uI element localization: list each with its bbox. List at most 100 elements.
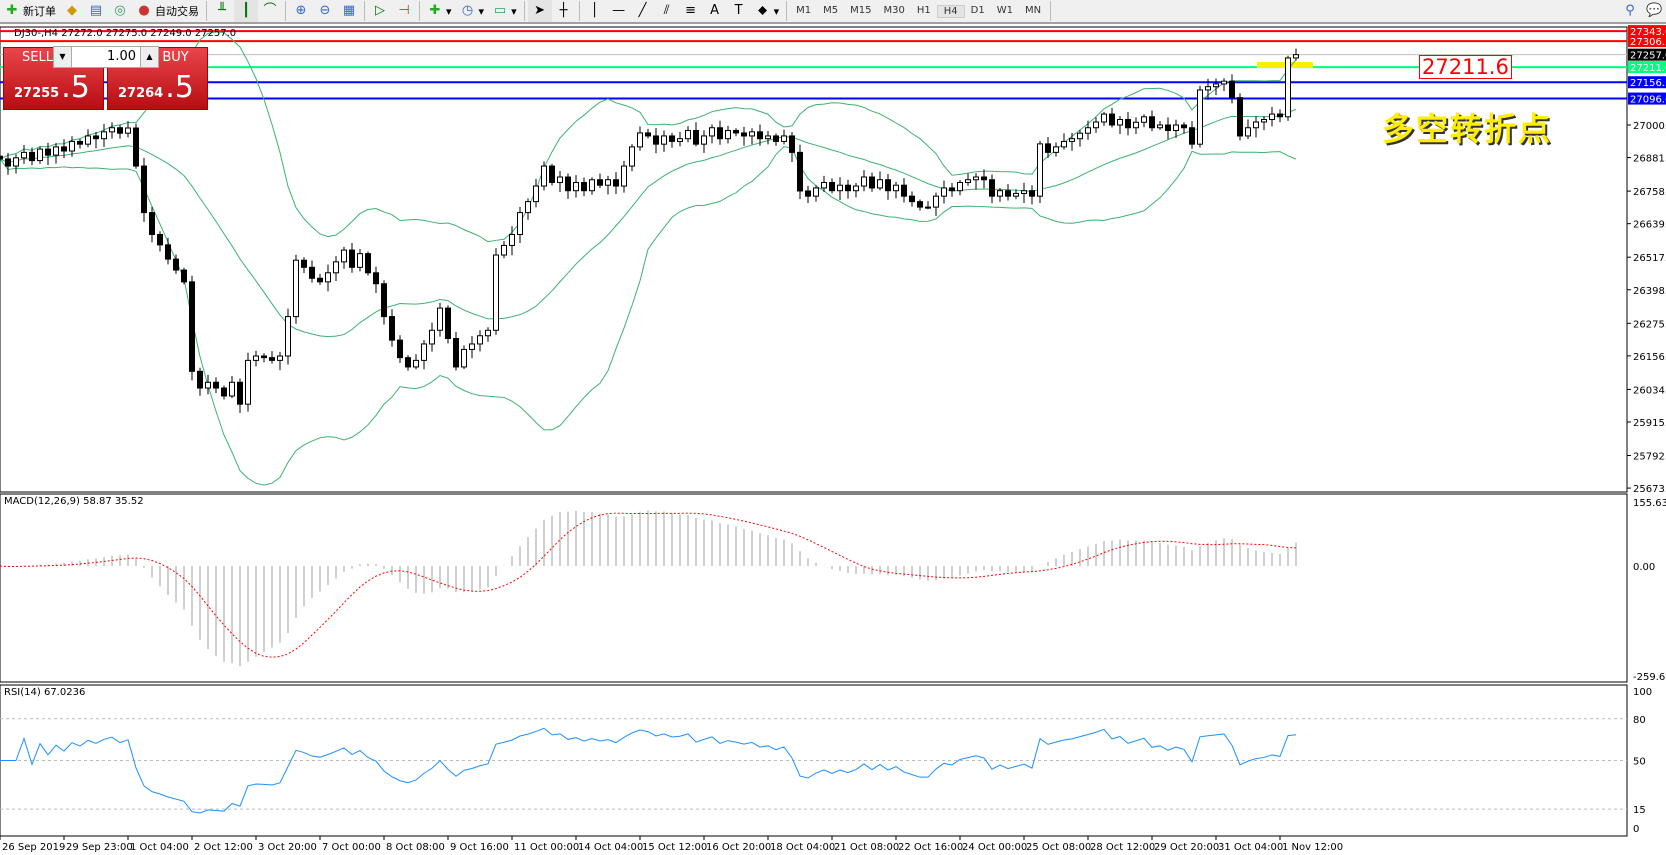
- candle: [0, 154, 3, 162]
- level-price-label: 27156.3: [1630, 78, 1666, 89]
- candle-body: [797, 151, 803, 192]
- candle-body: [229, 381, 235, 397]
- periods-button[interactable]: ◷ ▾: [456, 0, 489, 22]
- candle: [893, 181, 899, 199]
- candle: [381, 280, 387, 325]
- search-button[interactable]: ⚲: [1618, 0, 1642, 22]
- timeframe-m30[interactable]: M30: [883, 4, 905, 16]
- auto-trading-button[interactable]: ● 自动交易: [132, 0, 203, 22]
- text-tool[interactable]: A: [703, 0, 727, 22]
- candle-body: [53, 146, 59, 156]
- chart-shift-button[interactable]: ⊣: [392, 0, 416, 22]
- line-chart-button[interactable]: ⌒: [258, 0, 282, 22]
- candle-body: [445, 307, 451, 339]
- annotation-text[interactable]: 多空转折点: [1382, 110, 1553, 148]
- candle-body: [1181, 124, 1187, 129]
- candle-body: [1005, 190, 1011, 197]
- level-price-tag: [1628, 35, 1666, 48]
- candle-body: [821, 181, 827, 189]
- candle: [573, 175, 579, 198]
- candle-body: [21, 151, 27, 159]
- rsi-header: RSI(14) 67.0236: [4, 687, 86, 698]
- timeframe-m5[interactable]: M5: [823, 4, 839, 16]
- chat-button[interactable]: 💬: [1642, 0, 1666, 22]
- candlestick-button[interactable]: ┃: [234, 0, 258, 22]
- chart-header: DJ30-,H4 27272.0 27275.0 27249.0 27257.0: [14, 28, 237, 39]
- candle-body: [133, 127, 139, 167]
- navigator-button[interactable]: ▤: [84, 0, 108, 22]
- chart-canvas[interactable]: 27000.0 26881.0 26758.5 26639.5 26517.0 26398…: [0, 24, 1666, 855]
- increase-lots-button[interactable]: ▲: [140, 47, 158, 67]
- timeframe-m1[interactable]: M1: [796, 4, 812, 16]
- arrows-tool[interactable]: ⬥ ▾: [751, 0, 784, 22]
- timeframe-m15[interactable]: M15: [850, 4, 872, 16]
- timeframe-mn[interactable]: MN: [1024, 4, 1042, 16]
- candle: [941, 180, 947, 204]
- price-tick-label: 26034.0: [1633, 385, 1666, 396]
- candle: [533, 178, 539, 208]
- candle: [293, 254, 299, 324]
- candle: [701, 130, 707, 153]
- candle: [541, 161, 547, 191]
- lot-size-input[interactable]: 1.00: [72, 47, 140, 67]
- text-label-tool[interactable]: T: [727, 0, 751, 22]
- candle: [629, 144, 635, 172]
- candle-body: [1261, 119, 1267, 123]
- candle: [69, 136, 75, 157]
- market-watch-button[interactable]: ◆: [60, 0, 84, 22]
- zoom-in-button[interactable]: ⊕: [289, 0, 313, 22]
- timeframe-w1[interactable]: W1: [996, 4, 1013, 16]
- timeframe-h4[interactable]: H4: [936, 4, 965, 18]
- timeframe-d1[interactable]: D1: [970, 4, 985, 16]
- trendline-tool[interactable]: ╱: [631, 0, 655, 22]
- indicators-button[interactable]: ✚ ▾: [423, 0, 456, 22]
- candle-body: [1253, 121, 1259, 129]
- level-price-tag: [1628, 92, 1666, 105]
- candle: [981, 169, 987, 189]
- search-icon: ⚲: [1625, 3, 1635, 18]
- price-annotation-label[interactable]: 27211.6: [1419, 55, 1512, 79]
- level-price-tag: [1628, 25, 1666, 38]
- new-order-label: 新订单: [23, 5, 56, 18]
- candle-body: [349, 249, 355, 268]
- zoom-out-button[interactable]: ⊖: [313, 0, 337, 22]
- cursor-tool[interactable]: ➤: [527, 0, 552, 22]
- candle-body: [1213, 83, 1219, 88]
- candle-body: [189, 281, 195, 372]
- candle-body: [605, 179, 611, 186]
- candle-body: [1133, 121, 1139, 129]
- bar-chart-button[interactable]: ╨: [210, 0, 234, 22]
- candle: [917, 199, 923, 211]
- candle: [1005, 184, 1011, 201]
- candle-body: [813, 187, 819, 197]
- lot-size-stepper[interactable]: ▼ 1.00 ▲: [53, 46, 159, 68]
- autoscroll-button[interactable]: ▷: [368, 0, 392, 22]
- rsi-tick-label: 80: [1633, 715, 1646, 726]
- candle: [725, 125, 731, 144]
- candle-body: [197, 370, 203, 389]
- candle: [5, 152, 11, 175]
- candle-body: [1149, 116, 1155, 129]
- price-tick-label: 26758.5: [1633, 187, 1666, 198]
- candle-body: [285, 316, 291, 357]
- candle-body: [77, 140, 83, 145]
- channel-tool[interactable]: ⫽: [655, 0, 679, 22]
- timeframe-h1[interactable]: H1: [916, 4, 931, 16]
- vertical-line-tool[interactable]: │: [583, 0, 607, 22]
- candle-body: [0, 155, 3, 160]
- candle-body: [805, 190, 811, 197]
- candle: [173, 254, 179, 274]
- time-tick-label: 1 Oct 04:00: [130, 842, 189, 853]
- candle-body: [669, 135, 675, 142]
- tile-windows-button[interactable]: ▦: [337, 0, 361, 22]
- candle: [93, 131, 99, 149]
- candle: [1221, 78, 1227, 92]
- templates-button[interactable]: ▭ ▾: [493, 3, 517, 18]
- signal-button[interactable]: ◎: [108, 0, 132, 22]
- crosshair-tool[interactable]: ┼: [552, 0, 576, 22]
- decrease-lots-button[interactable]: ▼: [54, 47, 72, 67]
- candle: [53, 143, 59, 164]
- new-order-button[interactable]: ✚ 新订单: [0, 0, 60, 22]
- horizontal-line-tool[interactable]: —: [607, 0, 631, 22]
- fibonacci-tool[interactable]: ≡: [679, 0, 703, 22]
